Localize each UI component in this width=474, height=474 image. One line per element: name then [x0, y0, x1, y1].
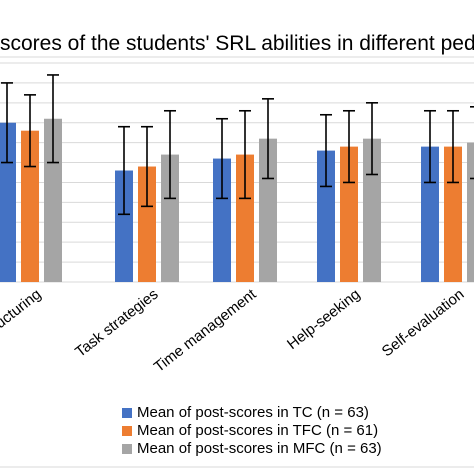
- bar: [340, 146, 358, 282]
- bar: [115, 170, 133, 282]
- bar: [138, 166, 156, 282]
- bar: [444, 146, 462, 282]
- legend-item: Mean of post-scores in MFC (n = 63): [122, 440, 382, 458]
- category-tick-label: Self-evaluation: [379, 286, 468, 360]
- legend-item: Mean of post-scores in TFC (n = 61): [122, 422, 382, 440]
- legend-swatch: [122, 408, 132, 418]
- category-tick-label: Time management: [151, 285, 260, 376]
- bar: [236, 154, 254, 282]
- bar: [421, 146, 439, 282]
- category-tick-label: Task strategies: [72, 286, 161, 361]
- legend-label: Mean of post-scores in TFC (n = 61): [137, 422, 379, 439]
- chart-title: scores of the students' SRL abilities in…: [0, 32, 474, 55]
- bar: [161, 154, 179, 282]
- legend-label: Mean of post-scores in MFC (n = 63): [137, 440, 382, 457]
- bar: [44, 118, 62, 282]
- bar: [213, 158, 231, 282]
- chart-legend: Mean of post-scores in TC (n = 63) Mean o…: [122, 404, 382, 458]
- bar: [317, 150, 335, 282]
- category-tick-label: ucturing: [0, 286, 44, 332]
- bar: [467, 142, 474, 282]
- legend-swatch: [122, 426, 132, 436]
- bar: [0, 122, 16, 283]
- category-tick-label: Help-seeking: [284, 286, 363, 353]
- legend-label: Mean of post-scores in TC (n = 63): [137, 404, 369, 421]
- bar: [21, 130, 39, 282]
- legend-item: Mean of post-scores in TC (n = 63): [122, 404, 382, 422]
- bar: [259, 138, 277, 282]
- legend-swatch: [122, 444, 132, 454]
